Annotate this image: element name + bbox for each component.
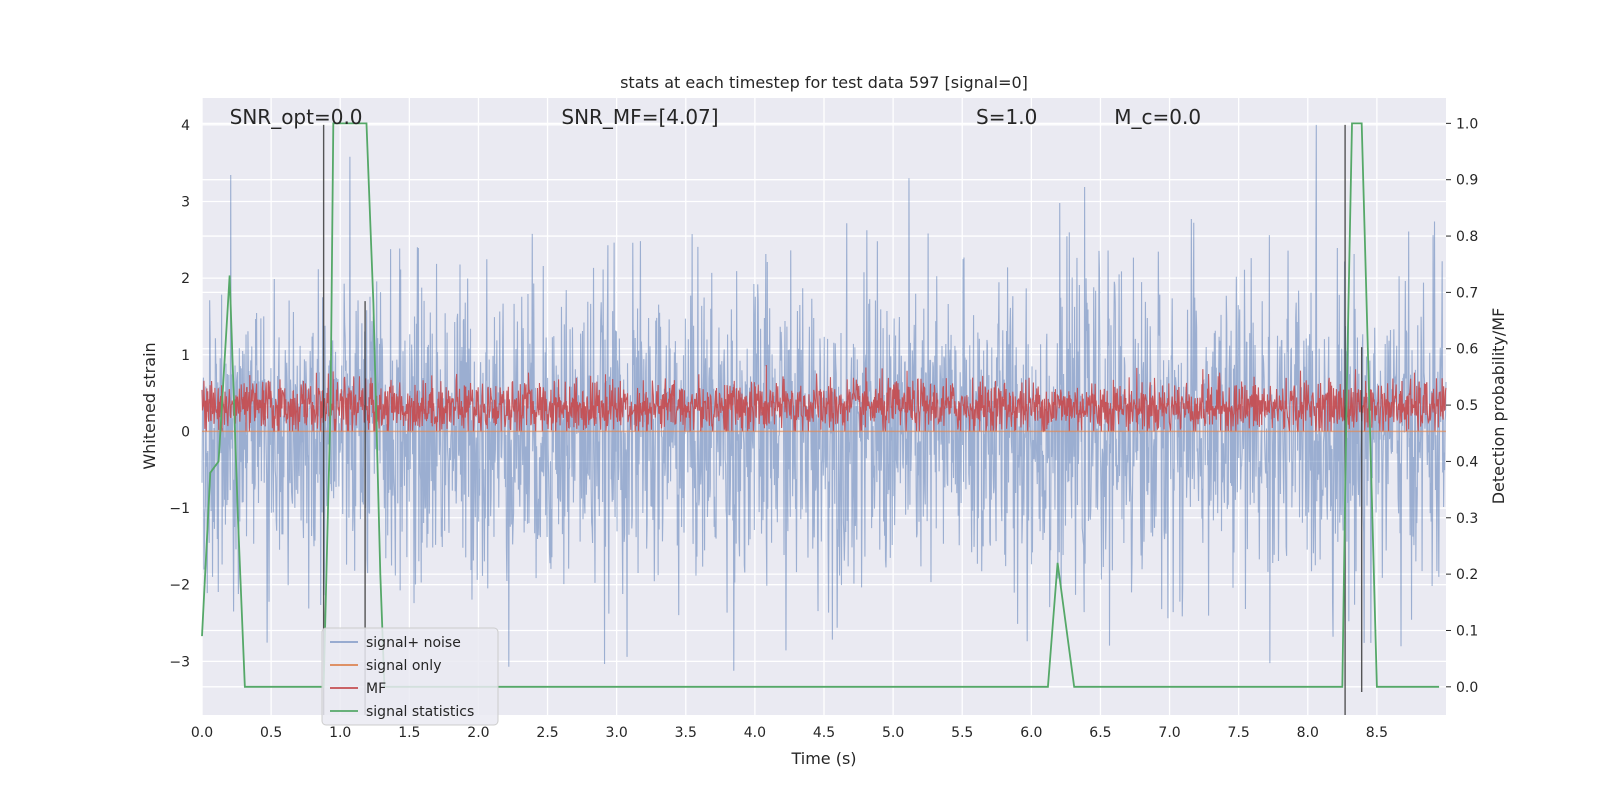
y-tick-label: −2: [169, 578, 190, 594]
y2-axis-ticks: 0.0 0.1 0.2 0.3 0.4 0.5 0.6 0.7 0.8 0.9 1.0: [1446, 116, 1478, 696]
x-tick-label: 3.5: [675, 725, 697, 741]
vertical-markers: [322, 124, 1363, 715]
series-line-mf: [201, 365, 1447, 433]
x-tick-label: 6.5: [1089, 725, 1111, 741]
x-tick-label: 7.0: [1158, 725, 1180, 741]
y2-tick-label: 0.1: [1456, 623, 1478, 639]
x-axis-ticks: 0.0 0.5 1.0 1.5 2.0 2.5 3.0 3.5 4.0 4.5 5.0 5.5 6.0 6…: [191, 725, 1388, 741]
y2-axis-label: Detection probability/MF: [1489, 308, 1508, 505]
legend-label: signal+ noise: [366, 635, 461, 651]
y-axis-label: Whitened strain: [140, 342, 159, 469]
series-signal-statistics: [201, 122, 1440, 688]
x-tick-label: 2.0: [467, 725, 489, 741]
legend-label: signal only: [366, 658, 441, 674]
legend-label: signal statistics: [366, 704, 474, 720]
y2-tick-label: 0.2: [1456, 567, 1478, 583]
annotations: SNR_opt=0.0 SNR_MF=[4.07] S=1.0 M_c=0.0: [230, 105, 1201, 129]
y-tick-label: −1: [169, 501, 190, 517]
x-tick-label: 1.5: [398, 725, 420, 741]
y-tick-label: 4: [181, 118, 190, 134]
chart-title: stats at each timestep for test data 597…: [620, 73, 1028, 92]
x-tick-label: 0.5: [260, 725, 282, 741]
x-tick-label: 4.5: [813, 725, 835, 741]
y-tick-label: −3: [169, 654, 190, 670]
series-mf: [201, 365, 1447, 433]
legend: signal+ noise signal only MF signal statist…: [321, 627, 499, 726]
annotation-text: SNR_MF=[4.07]: [561, 105, 718, 129]
x-tick-label: 7.5: [1228, 725, 1250, 741]
legend-label: MF: [366, 681, 386, 697]
x-tick-label: 1.0: [329, 725, 351, 741]
annotation-text: S=1.0: [976, 105, 1037, 129]
y-tick-label: 1: [181, 348, 190, 364]
y-tick-label: 0: [181, 424, 190, 440]
x-tick-label: 0.0: [191, 725, 213, 741]
y2-tick-label: 0.9: [1456, 173, 1478, 189]
annotation-text: SNR_opt=0.0: [230, 105, 363, 129]
x-tick-label: 6.0: [1020, 725, 1042, 741]
y2-tick-label: 0.0: [1456, 680, 1478, 696]
x-tick-label: 3.0: [606, 725, 628, 741]
x-tick-label: 8.0: [1297, 725, 1319, 741]
y2-tick-label: 0.7: [1456, 285, 1478, 301]
y2-tick-label: 0.5: [1456, 398, 1478, 414]
x-tick-label: 2.5: [536, 725, 558, 741]
y2-tick-label: 0.4: [1456, 454, 1478, 470]
y-tick-label: 3: [181, 194, 190, 210]
series-line-signal-statistics: [201, 122, 1440, 688]
y2-tick-label: 0.6: [1456, 342, 1478, 358]
y-axis-ticks: −3 −2 −1 0 1 2 3 4: [169, 118, 190, 671]
legend-box: [321, 627, 499, 726]
y2-tick-label: 0.8: [1456, 229, 1478, 245]
x-tick-label: 5.5: [951, 725, 973, 741]
x-tick-label: 5.0: [882, 725, 904, 741]
x-tick-label: 4.0: [744, 725, 766, 741]
y-tick-label: 2: [181, 271, 190, 287]
annotation-text: M_c=0.0: [1114, 105, 1201, 129]
x-axis-label: Time (s): [790, 749, 856, 768]
y2-tick-label: 1.0: [1456, 116, 1478, 132]
y2-tick-label: 0.3: [1456, 511, 1478, 527]
x-tick-label: 8.5: [1366, 725, 1388, 741]
